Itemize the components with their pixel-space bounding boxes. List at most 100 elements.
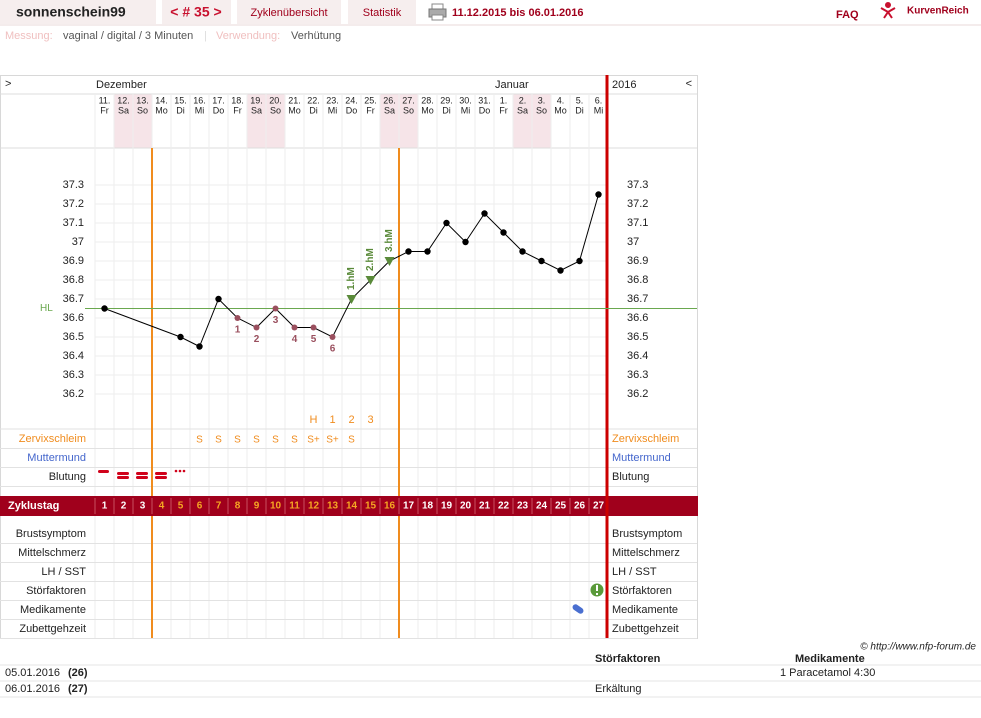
- footer-col-header: Störfaktoren: [595, 653, 661, 665]
- year-label: 2016: [612, 79, 636, 91]
- cycle-day-label: 20: [460, 501, 472, 512]
- weekend-shade: [380, 94, 399, 148]
- higher-label: 1.hM: [346, 267, 357, 290]
- footer-date: 05.01.2016: [5, 667, 60, 679]
- row-label: Blutung: [49, 471, 86, 483]
- date-label: 16.: [193, 95, 206, 105]
- chart-frame: [0, 75, 698, 639]
- y-tick-label: 37: [72, 236, 84, 248]
- row-label-right: Störfaktoren: [612, 585, 672, 597]
- disturbance-icon[interactable]: [590, 583, 604, 597]
- cycle-tab[interactable]: [162, 0, 231, 24]
- temperature-point: [443, 219, 450, 227]
- date-label: 3.: [538, 95, 546, 105]
- y-tick-label-right: 37: [627, 236, 639, 248]
- nav-prev[interactable]: >: [5, 78, 11, 90]
- weekday-label: Fr: [100, 105, 109, 115]
- mucus-label: S: [253, 435, 260, 446]
- row-label-right: Medikamente: [612, 604, 678, 616]
- weekday-label: Sa: [251, 105, 262, 115]
- cycle-day-label: 22: [498, 501, 510, 512]
- overview-tab[interactable]: [237, 0, 341, 24]
- temperature-point: [329, 334, 336, 340]
- weekday-label: Do: [346, 105, 358, 115]
- temperature-point: [196, 343, 203, 350]
- copyright: © http://www.nfp-forum.de: [860, 642, 976, 653]
- y-tick-label-right: 36.7: [627, 293, 648, 305]
- weekday-label: So: [270, 105, 281, 115]
- cycle-day-label: 3: [140, 501, 146, 512]
- nav-next[interactable]: <: [686, 78, 692, 90]
- peak-label: H: [310, 414, 318, 426]
- date-label: 31.: [478, 95, 491, 105]
- lower-six-label: 6: [330, 344, 336, 355]
- weekday-label: So: [403, 105, 414, 115]
- coverline-label: HL: [40, 303, 53, 314]
- footer-day: (27): [68, 683, 88, 695]
- mucus-label: S+: [326, 435, 339, 446]
- row-label-right: Muttermund: [612, 452, 671, 464]
- temperature-point: [595, 191, 602, 198]
- bleeding-icons: [98, 469, 186, 479]
- mucus-label: S: [234, 435, 241, 446]
- temperature-point-high: [365, 276, 376, 285]
- temperature-point: [481, 210, 488, 217]
- mucus-label: S: [291, 435, 298, 446]
- cycle-day-label: 25: [555, 501, 567, 512]
- weekday-label: Sa: [517, 105, 528, 115]
- higher-label: 2.hM: [365, 248, 376, 271]
- weekday-label: Mo: [155, 105, 168, 115]
- temperature-point: [253, 324, 260, 331]
- lower-six-label: 1: [235, 325, 241, 336]
- stats-tab[interactable]: [348, 0, 416, 24]
- date-label: 5.: [576, 95, 584, 105]
- date-label: 21.: [288, 95, 301, 105]
- print-icon[interactable]: [428, 3, 447, 21]
- lower-six-label: 3: [273, 315, 279, 326]
- medication-icon[interactable]: [571, 603, 584, 615]
- temperature-point: [101, 305, 108, 312]
- date-label: 22.: [307, 95, 320, 105]
- cycle-nav[interactable]: < # 35 >: [170, 4, 221, 20]
- y-tick-label: 37.2: [63, 198, 84, 210]
- date-label: 30.: [459, 95, 472, 105]
- weekday-label: Mo: [554, 105, 567, 115]
- weekend-shade: [114, 94, 133, 148]
- row-label-right: Zubettgehzeit: [612, 623, 679, 635]
- mucus-label: S: [196, 435, 203, 446]
- date-label: 17.: [212, 95, 225, 105]
- cycle-day-label: 12: [308, 501, 320, 512]
- cycle-day-label: 21: [479, 501, 491, 512]
- y-tick-label-right: 36.9: [627, 255, 648, 267]
- mucus-label: S: [215, 435, 222, 446]
- temperature-point: [177, 333, 184, 341]
- weekday-label: Sa: [384, 105, 395, 115]
- row-label: LH / SST: [41, 566, 86, 578]
- y-tick-label: 36.5: [63, 331, 84, 343]
- cycle-day-label: 19: [441, 501, 453, 512]
- date-label: 1.: [500, 95, 508, 105]
- cycle-day-label: 17: [403, 501, 415, 512]
- footer-medication: 1 Paracetamol 4:30: [780, 667, 875, 679]
- weekday-label: Mi: [328, 105, 338, 115]
- date-label: 6.: [595, 95, 603, 105]
- weekend-shade: [266, 94, 285, 148]
- month-label: Dezember: [96, 79, 147, 91]
- row-label: Mittelschmerz: [18, 547, 86, 559]
- tab-label[interactable]: Zyklenübersicht: [250, 7, 327, 19]
- brand-name[interactable]: KurvenReich: [907, 6, 969, 17]
- row-label-right: LH / SST: [612, 566, 657, 578]
- faq-link[interactable]: FAQ: [836, 9, 859, 21]
- tab-label[interactable]: Statistik: [363, 7, 402, 19]
- weekend-shade: [532, 94, 551, 148]
- weekday-label: Mi: [461, 105, 471, 115]
- weekday-label: Fr: [233, 105, 242, 115]
- weekday-label: Do: [479, 105, 491, 115]
- cycle-day-label: 1: [102, 501, 108, 512]
- cycle-day-label: 11: [289, 501, 300, 512]
- y-tick-label: 37.3: [63, 179, 84, 191]
- lower-six-label: 2: [254, 334, 260, 345]
- date-label: 28.: [421, 95, 434, 105]
- weekday-label: Sa: [118, 105, 129, 115]
- weekday-label: Di: [309, 105, 318, 115]
